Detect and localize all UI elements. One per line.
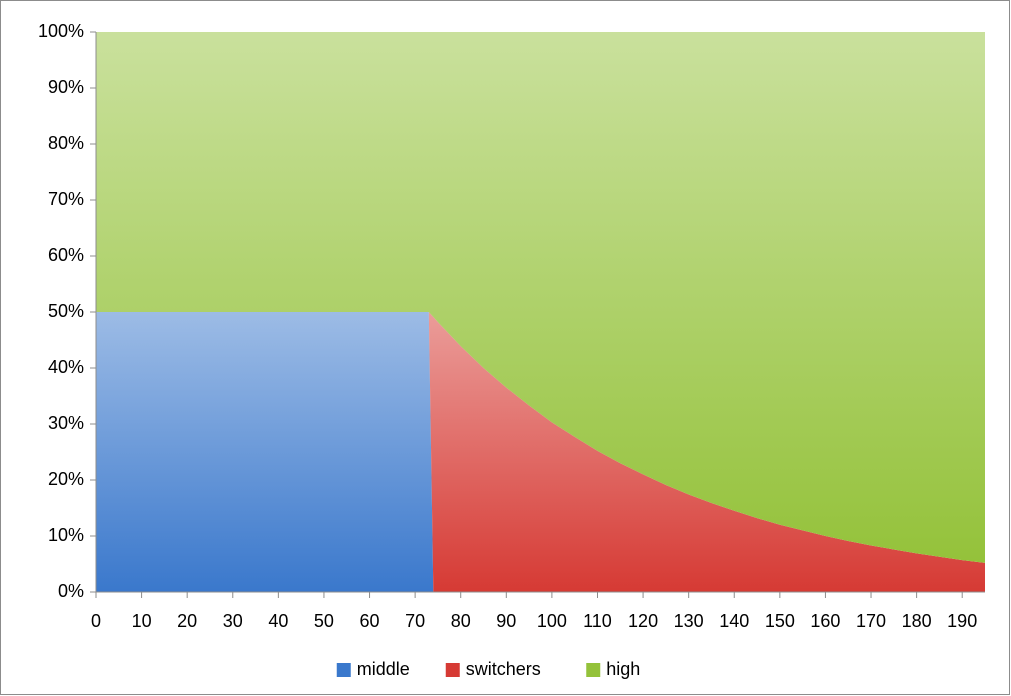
x-tick-label: 180 [902, 611, 932, 631]
x-tick-label: 10 [132, 611, 152, 631]
y-tick-label: 60% [48, 245, 84, 265]
x-tick-label: 50 [314, 611, 334, 631]
x-tick-label: 70 [405, 611, 425, 631]
x-tick-label: 190 [947, 611, 977, 631]
x-tick-label: 160 [810, 611, 840, 631]
area-high [96, 32, 985, 563]
x-tick-label: 40 [268, 611, 288, 631]
y-tick-label: 0% [58, 581, 84, 601]
y-tick-label: 40% [48, 357, 84, 377]
y-tick-label: 10% [48, 525, 84, 545]
x-tick-label: 30 [223, 611, 243, 631]
x-tick-label: 120 [628, 611, 658, 631]
x-tick-label: 90 [496, 611, 516, 631]
y-tick-label: 70% [48, 189, 84, 209]
y-tick-label: 30% [48, 413, 84, 433]
x-tick-label: 130 [674, 611, 704, 631]
x-tick-label: 110 [583, 611, 612, 631]
legend-swatch [445, 663, 460, 677]
x-tick-label: 0 [91, 611, 101, 631]
y-tick-label: 90% [48, 77, 84, 97]
x-tick-label: 60 [360, 611, 380, 631]
x-tick-label: 150 [765, 611, 795, 631]
x-tick-label: 170 [856, 611, 886, 631]
legend-swatch [336, 663, 351, 677]
area-switchers [96, 312, 985, 592]
x-tick-label: 80 [451, 611, 471, 631]
legend-swatch [586, 663, 601, 677]
y-tick-label: 20% [48, 469, 84, 489]
legend-label: switchers [466, 659, 541, 679]
y-tick-label: 100% [38, 21, 84, 41]
legend-label: high [606, 659, 640, 679]
y-tick-label: 80% [48, 133, 84, 153]
x-tick-label: 20 [177, 611, 197, 631]
x-tick-label: 100 [537, 611, 567, 631]
legend-label: middle [357, 659, 410, 679]
area-middle [96, 312, 985, 592]
x-tick-label: 140 [719, 611, 749, 631]
y-tick-label: 50% [48, 301, 84, 321]
